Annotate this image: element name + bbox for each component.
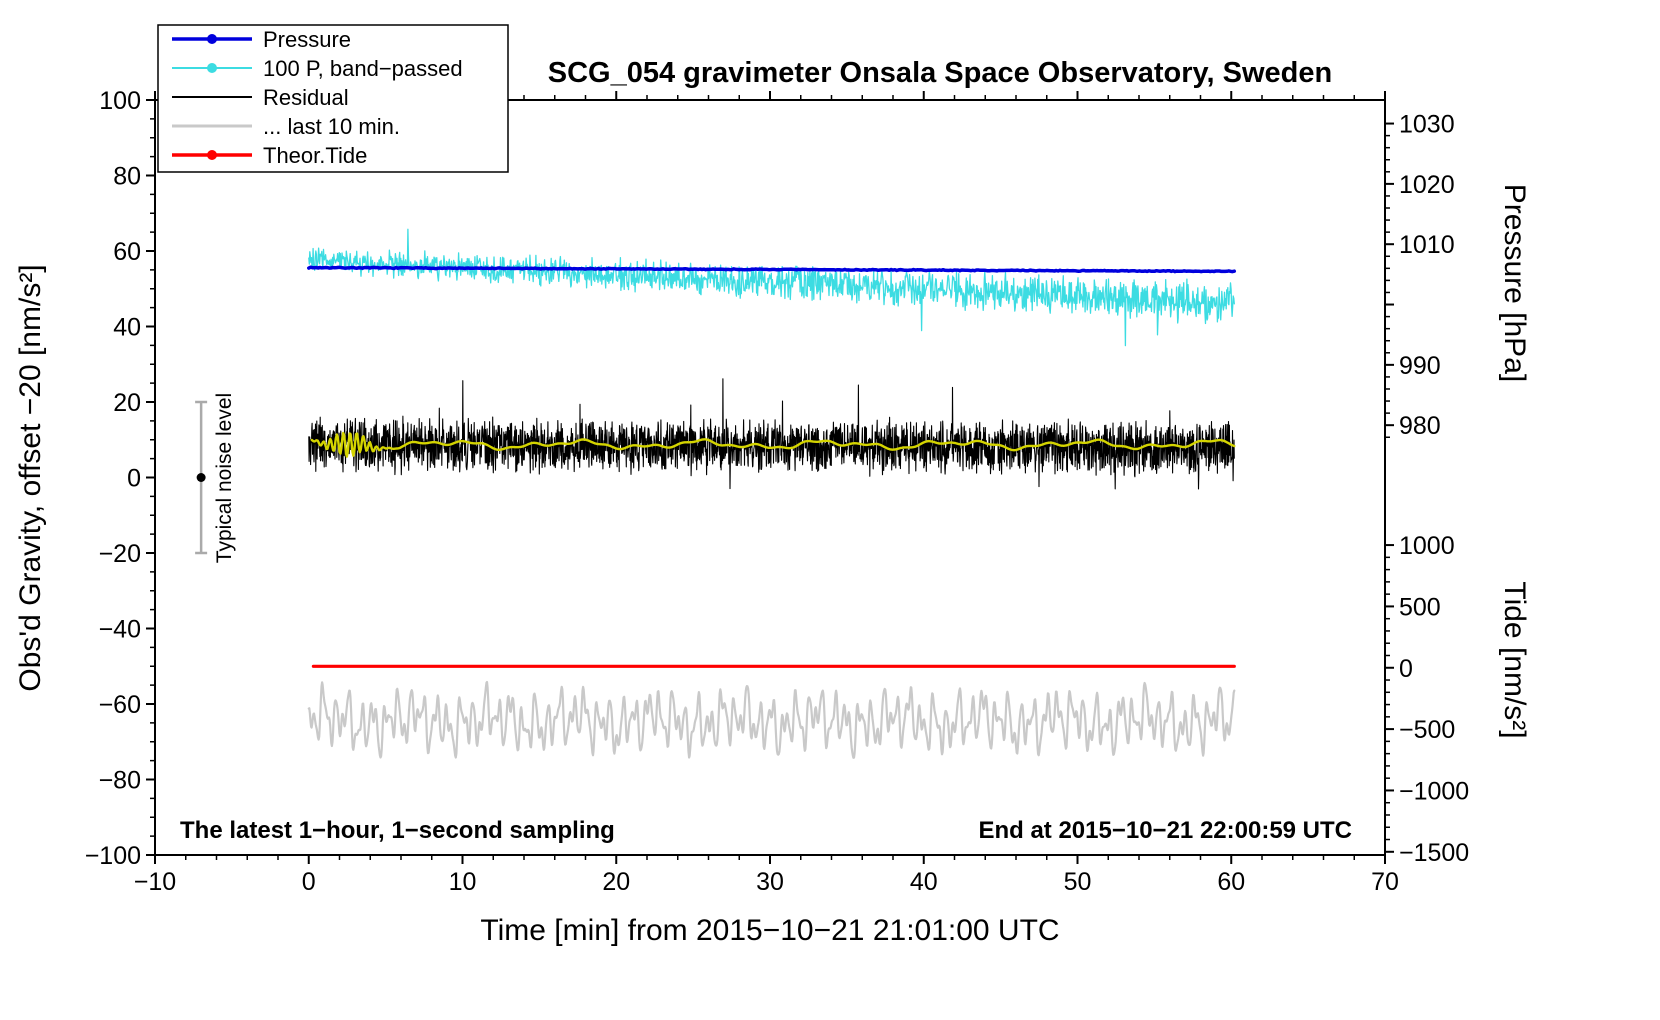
- end-time-note: End at 2015−10−21 22:00:59 UTC: [978, 817, 1352, 844]
- y-left-tick-label: −20: [99, 540, 141, 568]
- axes-frame-layer: −10 0 10 20 30 40 50 60 70−100−80−60−40−20020406…: [85, 87, 1470, 896]
- x-tick-label: 60: [1217, 868, 1245, 896]
- legend-item-label: Pressure: [263, 27, 351, 52]
- y-left-tick-label: −60: [99, 691, 141, 719]
- chart-title: SCG_054 gravimeter Onsala Space Observat…: [548, 57, 1332, 89]
- y-left-tick-label: 60: [113, 238, 141, 266]
- pressure-tick-label: 980: [1399, 412, 1441, 440]
- legend-frame: [157, 24, 509, 173]
- y-left-tick-label: −80: [99, 767, 141, 795]
- plot-frame: [154, 99, 1386, 856]
- x-tick-label: −10: [134, 868, 176, 896]
- legend-sample-marker: [207, 34, 217, 44]
- pressure-tick-label: 1030: [1399, 111, 1455, 139]
- legend-item-label: Residual: [263, 85, 349, 110]
- y-left-tick-label: 100: [99, 87, 141, 115]
- tide-tick-label: 1000: [1399, 532, 1455, 560]
- legend-box: Pressure 100 P, band−passed Residual ... la…: [157, 24, 509, 173]
- x-tick-label: 40: [910, 868, 938, 896]
- series-last-10-min: [307, 680, 1236, 759]
- noise-bar-dot: [196, 473, 206, 482]
- sampling-note: The latest 1−hour, 1−second sampling: [180, 817, 615, 844]
- pressure-tick-label: 990: [1399, 352, 1441, 380]
- tide-tick-label: −1500: [1399, 839, 1469, 867]
- series-layer: [307, 228, 1237, 759]
- pressure-axis-label: Pressure [hPa]: [1498, 184, 1531, 382]
- y-left-tick-label: 80: [113, 163, 141, 191]
- pressure-tick-label: 1010: [1399, 231, 1455, 259]
- series-residual-smoothed: [310, 431, 1236, 458]
- legend-item-label: ... last 10 min.: [263, 114, 400, 139]
- y-left-axis-label: Obs'd Gravity, offset −20 [nm/s²]: [14, 264, 47, 691]
- y-left-tick-label: 40: [113, 314, 141, 342]
- x-axis-label: Time [min] from 2015−10−21 21:01:00 UTC: [480, 914, 1059, 947]
- tide-tick-label: −1000: [1399, 777, 1469, 805]
- legend-sample-marker: [207, 150, 217, 160]
- tide-axis-label: Tide [nm/s²]: [1498, 581, 1531, 738]
- tide-tick-label: −500: [1399, 716, 1455, 744]
- series-pressure: [307, 265, 1237, 274]
- pressure-tick-label: 1020: [1399, 171, 1455, 199]
- legend-item-label: 100 P, band−passed: [263, 56, 463, 81]
- tide-tick-label: 0: [1399, 655, 1413, 683]
- tide-tick-label: 500: [1399, 593, 1441, 621]
- y-left-tick-label: 0: [127, 465, 141, 493]
- y-left-tick-label: 20: [113, 389, 141, 417]
- x-tick-label: 30: [756, 868, 784, 896]
- series-residual: [308, 378, 1235, 490]
- noise-level-label: Typical noise level: [213, 393, 236, 563]
- x-tick-label: 0: [302, 868, 316, 896]
- x-tick-label: 10: [449, 868, 477, 896]
- series-band-passed: [308, 228, 1235, 347]
- x-tick-label: 70: [1371, 868, 1399, 896]
- y-left-tick-label: −40: [99, 616, 141, 644]
- noise-level-indicator: [195, 400, 208, 555]
- legend-item-label: Theor.Tide: [263, 143, 367, 168]
- x-tick-label: 50: [1064, 868, 1092, 896]
- legend-sample-marker: [207, 63, 217, 73]
- y-left-tick-label: −100: [85, 842, 141, 870]
- x-tick-label: 20: [602, 868, 630, 896]
